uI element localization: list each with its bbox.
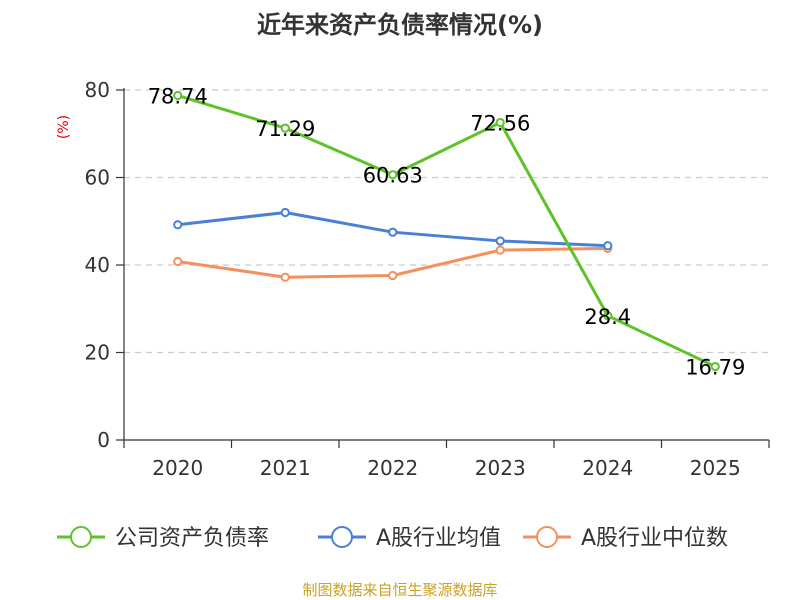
- legend-marker-2: [536, 526, 558, 548]
- x-tick-label-2023: 2023: [475, 456, 526, 480]
- series-1-point-2023: [495, 236, 505, 246]
- data-label-2023: 72.56: [470, 112, 530, 136]
- data-label-2024: 28.4: [584, 305, 631, 329]
- x-tick-label-2021: 2021: [260, 456, 311, 480]
- series-0-point-2024: [603, 311, 613, 321]
- legend: 公司资产负债率 A股行业均值 A股行业中位数: [57, 526, 728, 551]
- series-2: [173, 243, 613, 282]
- series-1-point-2021: [280, 207, 290, 218]
- series-1-point-2024: [603, 241, 613, 251]
- series-0-point-2020: [173, 90, 183, 101]
- series-0-point-2023: [495, 117, 505, 128]
- legend-marker-1: [331, 526, 353, 548]
- legend-item-0: 公司资产负债率: [57, 526, 269, 551]
- series-2-point-2023: [495, 245, 505, 255]
- data-label-2021: 71.29: [255, 117, 315, 141]
- legend-label-2: A股行业中位数: [581, 526, 728, 551]
- x-tick-labels: 2020 2021 2022 2023 2024 2025: [152, 456, 740, 480]
- series-2-point-2022: [388, 270, 398, 281]
- series-0-point-2025: [710, 361, 720, 372]
- y-tick-label-20: 20: [85, 341, 110, 365]
- series-0-point-2022: [388, 170, 398, 180]
- x-tick-label-2022: 2022: [367, 456, 418, 480]
- y-tick-labels: 0 20 40 60 80: [85, 78, 110, 452]
- gridlines: [124, 89, 769, 354]
- series-1-point-2022: [388, 227, 398, 237]
- series-line-0: [177, 94, 716, 368]
- legend-item-1: A股行业均值: [318, 526, 501, 551]
- legend-item-2: A股行业中位数: [523, 526, 728, 551]
- series-1: [173, 207, 613, 251]
- data-labels: 78.74 71.29 60.63 72.56 28.4 16.79: [148, 85, 746, 380]
- data-label-2025: 16.79: [685, 356, 745, 380]
- series-0-point-2021: [280, 123, 290, 133]
- legend-label-0: 公司资产负债率: [115, 526, 269, 551]
- y-tick-label-60: 60: [85, 166, 110, 190]
- x-tick-label-2024: 2024: [582, 456, 633, 480]
- legend-label-1: A股行业均值: [376, 526, 501, 551]
- series-2-point-2021: [280, 272, 290, 282]
- chart-title: 近年来资产负债率情况(%): [257, 11, 543, 39]
- y-axis-label: (%): [56, 115, 72, 139]
- source-note: 制图数据来自恒生聚源数据库: [302, 581, 497, 599]
- series-0: [173, 90, 720, 372]
- axes: [116, 88, 770, 448]
- legend-marker-0: [70, 526, 92, 548]
- x-tick-label-2025: 2025: [690, 456, 741, 480]
- series-group: [173, 90, 720, 372]
- y-tick-label-40: 40: [85, 253, 110, 277]
- data-label-2020: 78.74: [148, 85, 208, 109]
- series-1-point-2020: [173, 220, 183, 230]
- series-2-point-2020: [173, 256, 183, 267]
- data-label-2022: 60.63: [363, 164, 423, 188]
- y-tick-label-80: 80: [85, 78, 110, 102]
- y-tick-label-0: 0: [97, 428, 110, 452]
- x-tick-label-2020: 2020: [152, 456, 203, 480]
